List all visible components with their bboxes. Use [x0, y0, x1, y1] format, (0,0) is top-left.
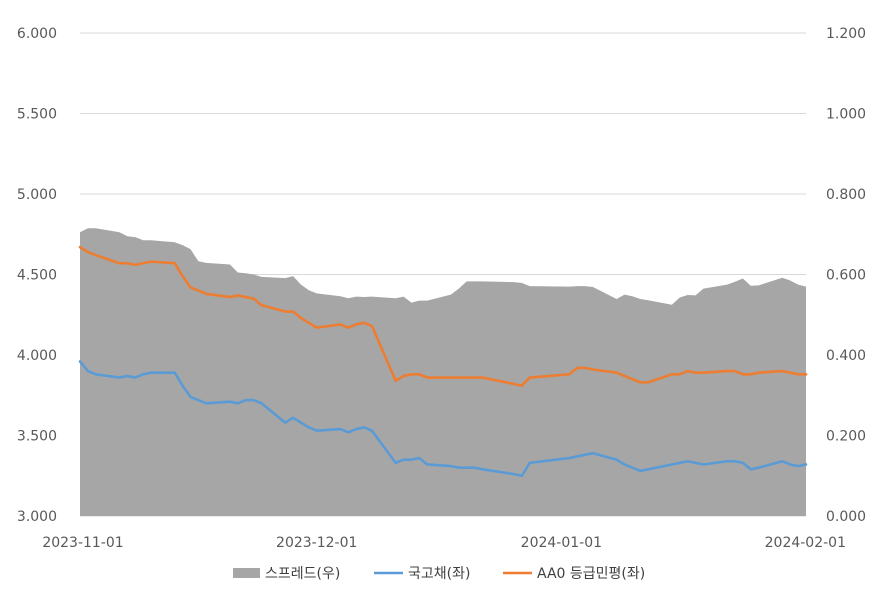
legend-label-treasury: 국고채(좌) — [408, 566, 470, 582]
y-right-tick-label: 0.800 — [826, 187, 866, 203]
x-tick-label: 2024-01-01 — [521, 535, 602, 551]
y-right-tick-label: 0.000 — [826, 509, 866, 525]
legend-swatch-spread — [233, 568, 260, 578]
y-left-tick-label: 3.000 — [17, 509, 57, 525]
y-right-tick-label: 0.400 — [826, 348, 866, 364]
y-left-tick-label: 6.000 — [17, 26, 57, 42]
x-tick-label: 2023-12-01 — [276, 535, 357, 551]
legend: 스프레드(우) 국고채(좌) AA0 등급민평(좌) — [233, 566, 645, 582]
y-left-tick-label: 5.500 — [17, 107, 57, 123]
y-left-tick-label: 5.000 — [17, 187, 57, 203]
x-tick-label: 2024-02-01 — [765, 535, 846, 551]
series-area-spread — [80, 228, 806, 516]
x-tick-label: 2023-11-01 — [42, 535, 123, 551]
y-right-tick-label: 0.600 — [826, 268, 866, 284]
legend-label-spread: 스프레드(우) — [265, 566, 340, 582]
series-line-treasury — [78, 360, 808, 478]
legend-label-aa0: AA0 등급민평(좌) — [537, 566, 645, 582]
y-left-tick-label: 3.500 — [17, 429, 57, 445]
series-line-aa0 — [78, 245, 808, 387]
y-left-tick-label: 4.000 — [17, 348, 57, 364]
y-right-tick-label: 1.200 — [826, 26, 866, 42]
y-right-tick-label: 1.000 — [826, 107, 866, 123]
y-left-tick-label: 4.500 — [17, 268, 57, 284]
y-right-tick-label: 0.200 — [826, 429, 866, 445]
